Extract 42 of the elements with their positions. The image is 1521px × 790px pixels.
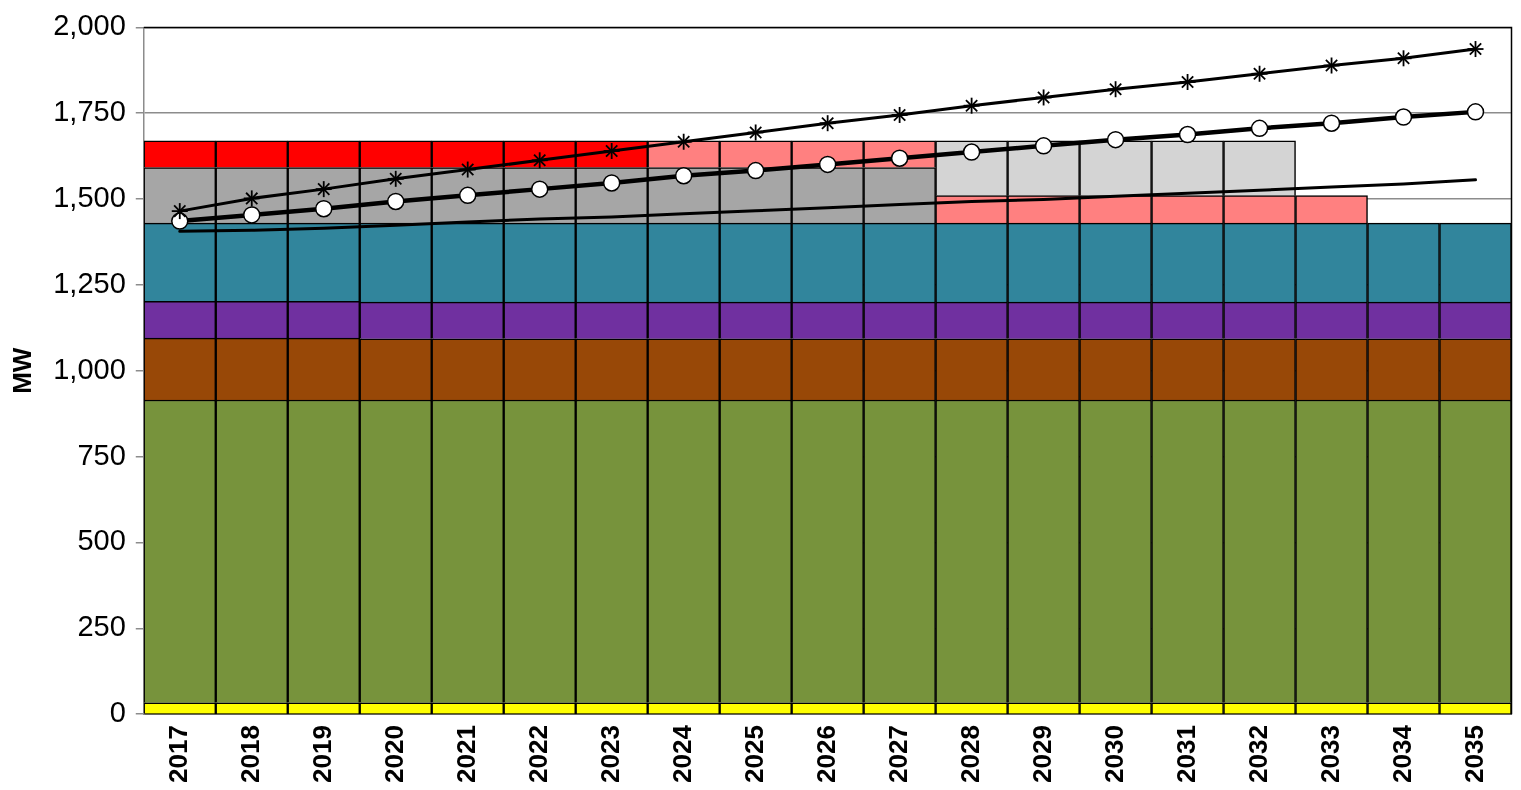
y-tick-label: 1,500: [53, 181, 126, 214]
x-tick-label: 2035: [1458, 725, 1489, 783]
x-tick-label: 2034: [1386, 724, 1417, 783]
x-tick-label: 2022: [522, 725, 553, 783]
y-tick-label: 1,750: [53, 95, 126, 128]
x-tick-label: 2018: [234, 725, 265, 783]
y-tick-label: 750: [77, 438, 126, 471]
y-tick-label: 1,000: [53, 352, 126, 385]
x-tick-label: 2030: [1098, 725, 1129, 783]
point: [1106, 130, 1125, 149]
point: [962, 143, 981, 161]
y-tick-label: 250: [77, 610, 126, 643]
y-tick-label: 2,000: [53, 9, 126, 42]
x-tick-label: 2028: [954, 725, 985, 783]
point: [602, 174, 621, 192]
x-tick-label: 2023: [594, 725, 625, 783]
point: [243, 206, 261, 224]
x-tick-label: 2031: [1170, 725, 1201, 783]
x-tick-label: 2025: [738, 725, 769, 783]
point: [674, 166, 693, 185]
x-tick-label: 2026: [810, 725, 841, 783]
x-tick-label: 2033: [1314, 725, 1345, 783]
y-tick-label: 1,250: [53, 266, 126, 299]
point: [1466, 103, 1485, 121]
point: [1034, 137, 1053, 155]
y-tick-label: 500: [77, 524, 126, 557]
x-tick-label: 2024: [666, 724, 697, 783]
x-tick-label: 2019: [306, 725, 337, 783]
x-tick-label: 2020: [378, 725, 409, 783]
point: [1322, 114, 1341, 132]
x-tick-label: 2021: [450, 725, 481, 783]
point: [1250, 119, 1269, 138]
point: [1178, 125, 1197, 144]
point: [314, 199, 333, 218]
x-tick-label: 2027: [882, 725, 913, 783]
point: [1394, 108, 1413, 126]
x-tick-label: 2017: [162, 725, 193, 783]
point: [746, 161, 765, 180]
y-tick-label: 0: [109, 696, 126, 729]
x-tick-label: 2029: [1026, 725, 1057, 783]
x-tick-label: 2032: [1242, 725, 1273, 783]
y-axis-title: MW: [6, 347, 37, 394]
